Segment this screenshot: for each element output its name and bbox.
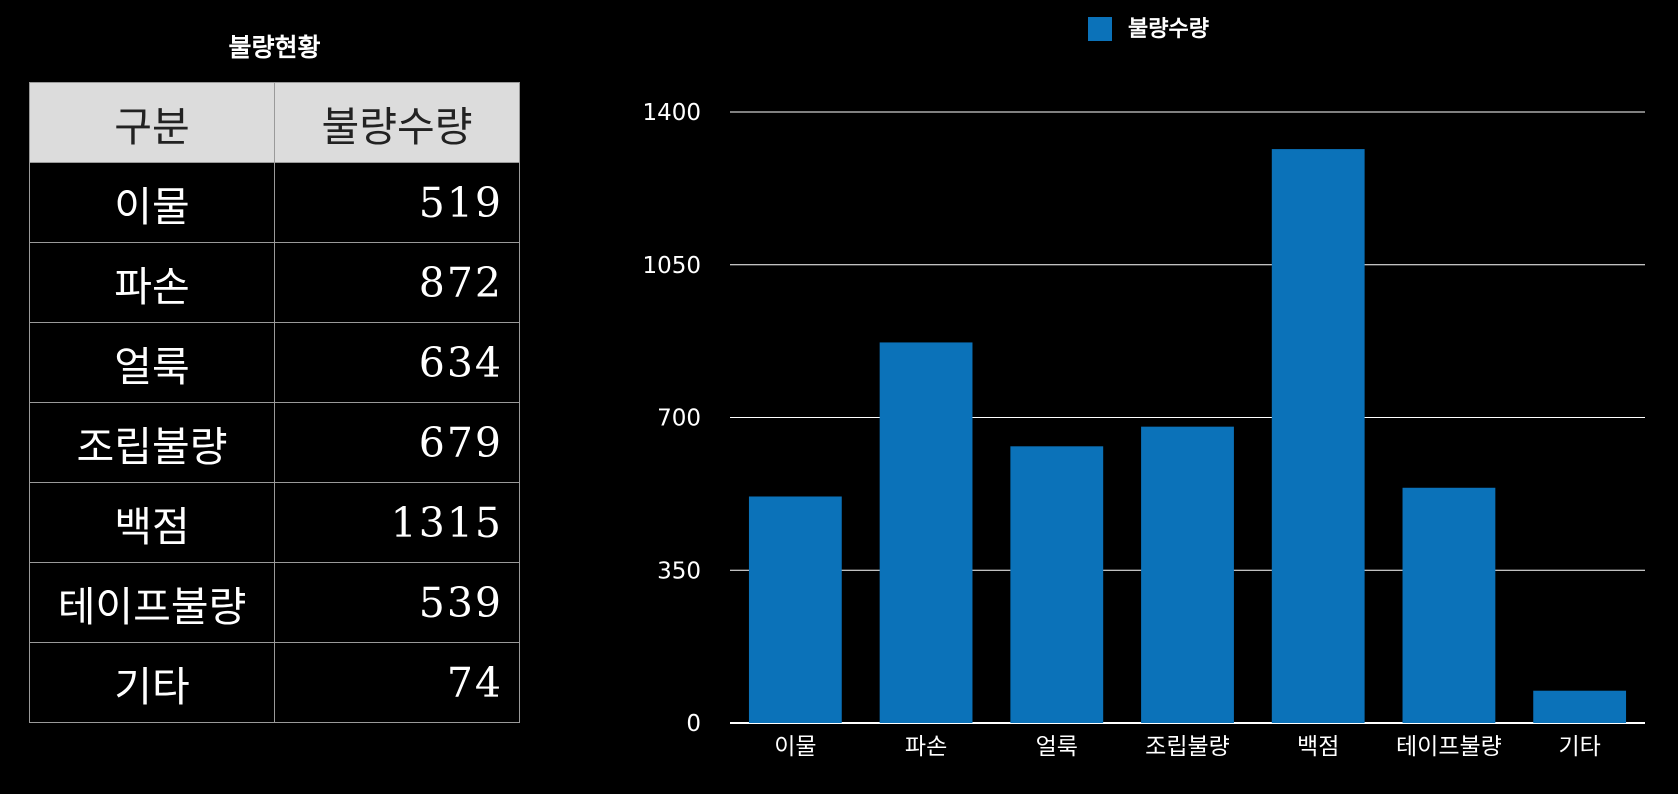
x-tick-label: 백점 xyxy=(1297,734,1339,760)
x-tick-label: 조립불량 xyxy=(1145,734,1230,760)
x-tick-label: 얼룩 xyxy=(1036,734,1078,760)
x-tick-label: 기타 xyxy=(1558,734,1600,760)
legend: 불량수량 xyxy=(1088,17,1209,42)
cell-category: 기타 xyxy=(29,642,275,723)
cell-quantity: 74 xyxy=(274,642,520,723)
cell-quantity: 519 xyxy=(274,162,520,243)
table-header-row: 구분 불량수량 xyxy=(29,82,520,163)
table-row: 백점 1315 xyxy=(29,482,520,563)
cell-quantity: 679 xyxy=(274,402,520,483)
y-tick-label: 350 xyxy=(657,558,701,584)
bar xyxy=(1402,487,1496,723)
cell-quantity: 872 xyxy=(274,242,520,323)
table-row: 조립불량 679 xyxy=(29,402,520,483)
table-title: 불량현황 xyxy=(228,33,321,62)
cell-quantity: 539 xyxy=(274,562,520,643)
x-tick-label: 테이프불량 xyxy=(1396,734,1502,760)
x-axis-ticks: 이물 파손 얼룩 조립불량 백점 테이프불량 기타 xyxy=(774,734,1601,760)
y-tick-label: 0 xyxy=(686,711,701,737)
bar xyxy=(748,496,842,723)
defect-table: 구분 불량수량 이물 519 파손 872 얼룩 634 조립불량 679 백점… xyxy=(29,82,520,723)
cell-category: 백점 xyxy=(29,482,275,563)
table-row: 기타 74 xyxy=(29,642,520,723)
cell-category: 테이프불량 xyxy=(29,562,275,643)
x-tick-label: 파손 xyxy=(905,734,947,760)
bar xyxy=(879,342,973,723)
bar xyxy=(1010,446,1104,723)
bar xyxy=(1533,690,1627,723)
x-tick-label: 이물 xyxy=(774,734,816,760)
y-tick-label: 1400 xyxy=(642,100,701,126)
table-row: 파손 872 xyxy=(29,242,520,323)
legend-label: 불량수량 xyxy=(1128,17,1209,42)
y-tick-label: 700 xyxy=(657,406,701,432)
legend-swatch xyxy=(1088,17,1112,41)
table-row: 테이프불량 539 xyxy=(29,562,520,643)
cell-category: 조립불량 xyxy=(29,402,275,483)
y-axis-ticks: 0 350 700 1050 1400 xyxy=(642,100,701,737)
y-tick-label: 1050 xyxy=(642,253,701,279)
table-row: 얼룩 634 xyxy=(29,322,520,403)
cell-category: 얼룩 xyxy=(29,322,275,403)
cell-quantity: 1315 xyxy=(274,482,520,563)
bar xyxy=(1141,426,1234,723)
bar xyxy=(1271,149,1365,723)
column-header-quantity: 불량수량 xyxy=(274,82,520,163)
column-header-category: 구분 xyxy=(29,82,275,163)
bars xyxy=(748,149,1627,723)
